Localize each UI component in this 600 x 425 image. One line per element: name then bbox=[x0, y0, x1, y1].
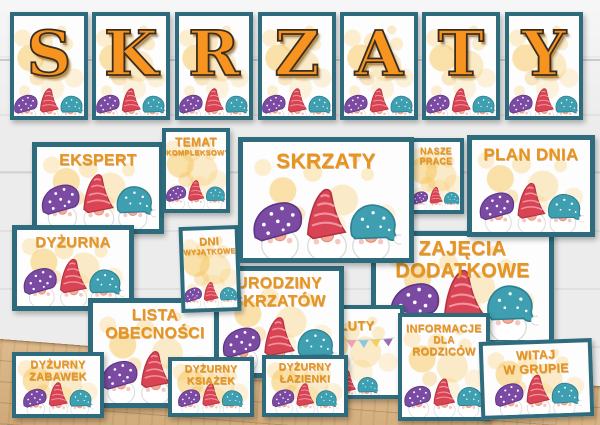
card-title: DYŻURNY bbox=[278, 361, 332, 373]
banner-card-z: Z bbox=[258, 12, 336, 120]
card-title: TEMAT bbox=[175, 135, 217, 149]
card-title: DYŻURNA bbox=[35, 234, 111, 251]
gnome-trio-illustration bbox=[22, 381, 94, 418]
gnome-trio-illustration bbox=[492, 371, 582, 419]
gnome-trio-illustration bbox=[182, 280, 239, 311]
card-title: DODATKOWE bbox=[395, 260, 530, 282]
gnome-trio-illustration bbox=[165, 179, 227, 211]
banner-letter: Z bbox=[273, 17, 320, 90]
gnome-trio-illustration bbox=[343, 87, 415, 120]
card-nasze-prace: NASZE PRACE bbox=[408, 138, 464, 214]
card-skrzaty: SKRZATY bbox=[238, 137, 414, 263]
card-title: RODZICÓW bbox=[412, 346, 476, 359]
gnome-trio-illustration bbox=[508, 87, 580, 120]
card-title: OBECNOŚCI bbox=[105, 324, 205, 342]
card-title: ŁAZIENKI bbox=[279, 372, 331, 385]
card-title: LUTY bbox=[339, 318, 375, 333]
gnome-trio-illustration bbox=[425, 87, 497, 120]
card-title: INFORMACJE bbox=[406, 323, 482, 335]
card-dyzurny-lazienki: DYŻURNY ŁAZIENKI bbox=[262, 355, 348, 417]
card-temat-kompleksowy: TEMAT KOMPLEKSOWY bbox=[162, 128, 230, 213]
card-title: KSIĄŻEK bbox=[186, 374, 236, 387]
card-title: SKRZATY bbox=[276, 150, 376, 173]
gnome-trio-illustration bbox=[40, 172, 156, 232]
card-title: DYŻURNY bbox=[30, 359, 86, 371]
card-title: ZABAWEK bbox=[29, 371, 87, 384]
gnome-trio-illustration bbox=[95, 87, 167, 120]
card-dni-wyjatkowe: DNI WYJĄTKOWE bbox=[178, 224, 242, 314]
banner-card-a: A bbox=[340, 12, 418, 120]
banner-card-k: K bbox=[92, 12, 170, 120]
gnome-trio-illustration bbox=[411, 186, 461, 212]
card-dyzurna: DYŻURNA bbox=[12, 225, 134, 311]
banner-letter: A bbox=[354, 17, 404, 90]
gnome-trio-illustration bbox=[261, 87, 333, 120]
card-dyzurny-zabawek: DYŻURNY ZABAWEK bbox=[12, 352, 104, 418]
card-title: DYŻURNY bbox=[184, 363, 238, 375]
card-dyzurny-ksiazek: DYŻURNY KSIĄŻEK bbox=[168, 357, 254, 417]
card-title: EKSPERT bbox=[59, 152, 137, 169]
banner-card-s: S bbox=[10, 12, 88, 120]
gnome-trio-illustration bbox=[13, 87, 85, 120]
banner-letter: T bbox=[437, 17, 485, 90]
card-title: SKRZATÓW bbox=[232, 292, 326, 310]
banner-card-y: Y bbox=[505, 12, 583, 120]
card-informacje-dla-rodzicow: INFORMACJE DLA RODZICÓW bbox=[398, 313, 490, 421]
gnome-trio-illustration bbox=[178, 87, 250, 120]
banner-card-r: R bbox=[175, 12, 253, 120]
card-title: URODZINY bbox=[236, 275, 322, 292]
card-ekspert: EKSPERT bbox=[32, 142, 164, 234]
banner-letter: K bbox=[103, 17, 159, 90]
card-title: ZAJĘCIA bbox=[418, 238, 507, 260]
card-witaj-w-grupie: WITAJ W GRUPIE bbox=[478, 338, 595, 420]
card-title: LISTA bbox=[131, 307, 179, 324]
card-title: PLAN DNIA bbox=[483, 145, 579, 164]
card-plan-dnia: PLAN DNIA bbox=[467, 135, 595, 237]
card-title: PRACE bbox=[419, 155, 453, 166]
card-title: DLA bbox=[433, 335, 455, 347]
gnome-trio-illustration bbox=[403, 377, 485, 419]
banner-letter: R bbox=[187, 17, 240, 90]
card-title: NASZE bbox=[419, 146, 452, 156]
gnome-trio-illustration bbox=[271, 382, 339, 417]
card-subtitle: KOMPLEKSOWY bbox=[166, 148, 230, 158]
gnome-trio-illustration bbox=[177, 382, 245, 417]
banner-letter: S bbox=[26, 17, 73, 90]
banner-letter: Y bbox=[521, 17, 567, 90]
banner-card-t: T bbox=[422, 12, 500, 120]
gnome-trio-illustration bbox=[478, 181, 584, 236]
gnome-trio-illustration bbox=[251, 186, 401, 263]
